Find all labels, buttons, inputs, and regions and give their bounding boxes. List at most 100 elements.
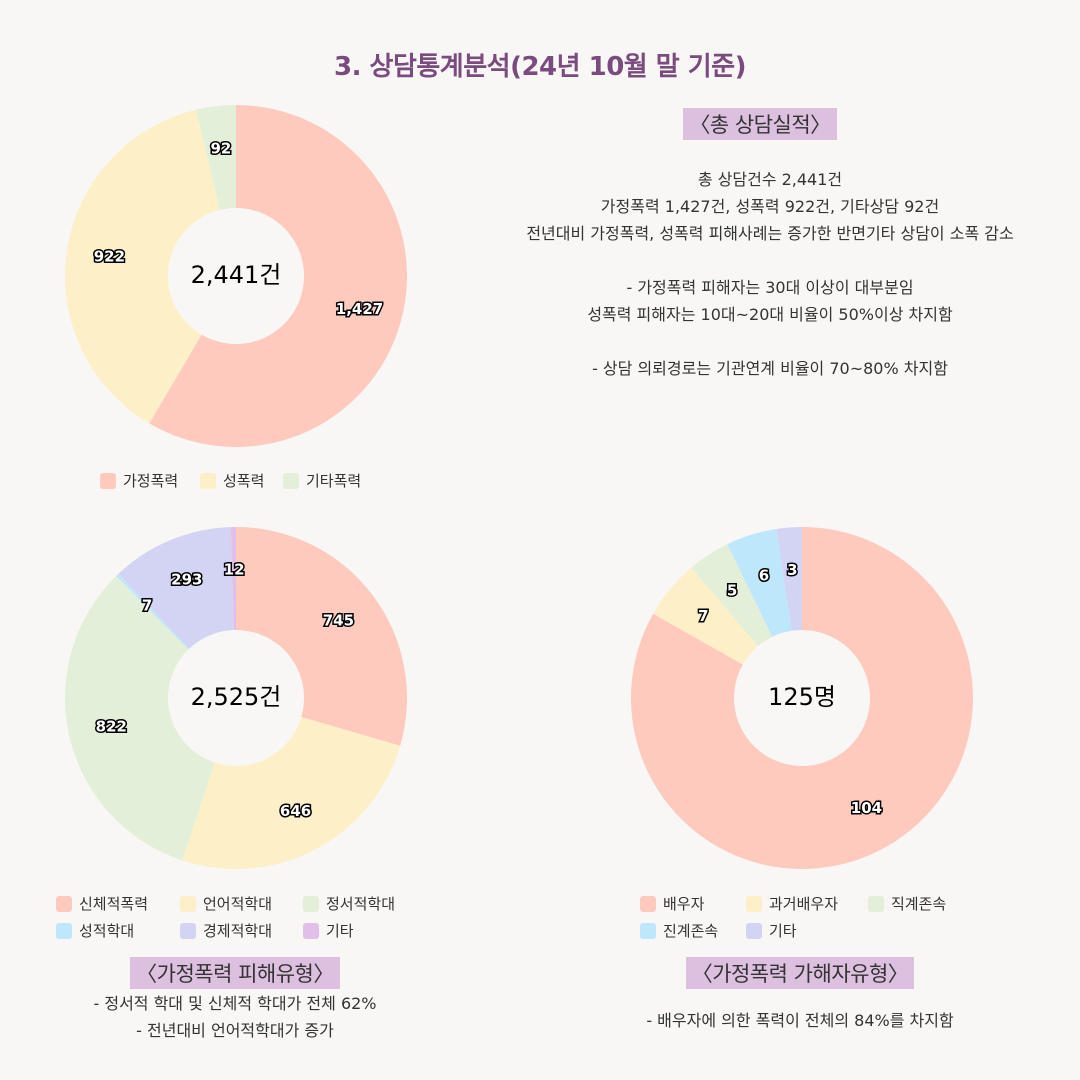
donut-slice: [65, 109, 221, 424]
donut-slice: [149, 105, 407, 448]
victim-heading-wrap: 〈가정폭력 피해유형〉: [0, 957, 470, 989]
victim-notes: - 정서적 학대 및 신체적 학대가 전체 62% - 전년대비 언어적학대가 …: [0, 990, 470, 1044]
donut-slice: [195, 105, 236, 210]
donut-slice: [630, 527, 973, 869]
legend-swatch: [303, 895, 319, 912]
legend-swatch: [56, 895, 72, 912]
slice-value-label: 922: [94, 248, 125, 266]
victim-note-line: - 정서적 학대 및 신체적 학대가 전체 62%: [93, 994, 377, 1013]
victim-heading: 〈가정폭력 피해유형〉: [130, 957, 340, 989]
legend-swatch: [200, 472, 216, 489]
legend-label: 직계존속: [891, 895, 947, 913]
donut-slice: [653, 567, 759, 665]
slice-value-label: 6: [759, 566, 769, 584]
legend-item: 기타: [303, 920, 354, 941]
donut-slice: [182, 716, 401, 869]
victim-note-line: - 전년대비 언어적학대가 증가: [136, 1021, 334, 1040]
legend-swatch: [868, 895, 884, 912]
legend-swatch: [640, 922, 656, 939]
legend-label: 기타: [769, 922, 797, 940]
summary-line: 총 상담건수 2,441건: [697, 170, 843, 189]
legend-item: 기타: [746, 920, 797, 941]
slice-value-label: 5: [727, 581, 737, 599]
victim-type-donut-chart: 745 646 822 7 293 12 2,525건: [64, 527, 407, 869]
legend-item: 배우자: [640, 893, 704, 914]
legend-label: 진계존속: [663, 922, 719, 940]
slice-value-label: 92: [210, 139, 231, 157]
total-counseling-donut-chart: 1,427 922 92 2,441건: [65, 105, 407, 448]
summary-heading-wrap: 〈총 상담실적〉: [480, 108, 1040, 140]
legend-item: 직계존속: [868, 893, 946, 914]
slice-value-label: 646: [280, 802, 311, 820]
donut-center-label: 2,441건: [191, 261, 282, 289]
perpetrator-heading: 〈가정폭력 가해자유형〉: [685, 957, 915, 989]
legend-swatch: [746, 895, 762, 912]
legend-swatch: [180, 895, 196, 912]
donut-slice: [230, 527, 236, 631]
summary-line: 전년대비 가정폭력, 성폭력 피해사례는 증가한 반면기타 상담이 소폭 감소: [526, 224, 1014, 243]
slice-value-label: 1,427: [336, 300, 383, 318]
legend-swatch: [283, 472, 299, 489]
legend-item: 기타폭력: [283, 470, 361, 491]
summary-heading: 〈총 상담실적〉: [683, 108, 837, 140]
legend-label: 신체적폭력: [79, 895, 149, 913]
slice-value-label: 3: [787, 561, 797, 579]
slice-value-label: 104: [851, 799, 882, 817]
legend-swatch: [303, 922, 319, 939]
legend-item: 신체적폭력: [56, 893, 148, 914]
legend-item: 성폭력: [200, 470, 264, 491]
donut-slice: [776, 527, 802, 631]
summary-text: 총 상담건수 2,441건 가정폭력 1,427건, 성폭력 922건, 기타상…: [470, 166, 1070, 382]
donut-slice: [118, 527, 234, 649]
legend-item: 가정폭력: [100, 470, 178, 491]
legend-swatch: [56, 922, 72, 939]
perpetrator-heading-wrap: 〈가정폭력 가해자유형〉: [560, 957, 1040, 989]
legend-label: 성적학대: [79, 922, 135, 940]
perpetrator-type-donut-chart: 104 7 5 6 3 125명: [630, 527, 973, 869]
summary-line: 성폭력 피해자는 10대~20대 비율이 50%이상 차지함: [587, 305, 953, 324]
perpetrator-type-legend: 배우자 과거배우자 직계존속 진계존속 기타: [560, 893, 1040, 945]
summary-line: - 상담 의뢰경로는 기관연계 비율이 70~80% 차지함: [592, 359, 948, 378]
donut-slice: [116, 573, 190, 650]
victim-type-legend: 신체적폭력 언어적학대 정서적학대 성적학대 경제적학대 기타: [0, 893, 470, 945]
legend-item: 정서적학대: [303, 893, 395, 914]
donut-center-label: 2,525건: [191, 683, 282, 711]
legend-label: 배우자: [663, 895, 705, 913]
donut-slice: [727, 528, 792, 637]
legend-item: 경제적학대: [180, 920, 272, 941]
slice-value-label: 745: [323, 612, 354, 630]
page-title: 3. 상담통계분석(24년 10월 말 기준): [334, 52, 746, 82]
legend-item: 언어적학대: [180, 893, 272, 914]
legend-label: 기타: [326, 922, 354, 940]
summary-line: [470, 247, 1070, 274]
donut-center-label: 125명: [768, 683, 836, 711]
summary-line: [470, 328, 1070, 355]
legend-swatch: [640, 895, 656, 912]
legend-item: 성적학대: [56, 920, 134, 941]
perpetrator-notes: - 배우자에 의한 폭력이 전체의 84%를 차지함: [560, 1007, 1040, 1034]
slice-value-label: 12: [224, 561, 245, 579]
donut-slice: [64, 575, 215, 861]
slice-value-label: 822: [96, 717, 127, 735]
legend-label: 기타폭력: [306, 472, 362, 490]
legend-label: 경제적학대: [203, 922, 273, 940]
legend-label: 언어적학대: [203, 895, 273, 913]
legend-label: 가정폭력: [123, 472, 179, 490]
summary-line: - 가정폭력 피해자는 30대 이상이 대부분임: [626, 278, 914, 297]
total-counseling-legend: 가정폭력 성폭력 기타폭력: [0, 470, 470, 494]
legend-label: 성폭력: [223, 472, 265, 490]
legend-swatch: [746, 922, 762, 939]
donut-slice: [236, 527, 407, 746]
legend-label: 과거배우자: [769, 895, 839, 913]
perpetrator-note-line: - 배우자에 의한 폭력이 전체의 84%를 차지함: [646, 1011, 954, 1030]
slice-value-label: 7: [698, 607, 708, 625]
legend-item: 진계존속: [640, 920, 718, 941]
donut-slice: [691, 544, 773, 647]
legend-item: 과거배우자: [746, 893, 838, 914]
legend-swatch: [100, 472, 116, 489]
legend-swatch: [180, 922, 196, 939]
slice-value-label: 7: [142, 596, 152, 614]
legend-label: 정서적학대: [326, 895, 396, 913]
summary-line: 가정폭력 1,427건, 성폭력 922건, 기타상담 92건: [600, 197, 940, 216]
slice-value-label: 293: [171, 570, 202, 588]
